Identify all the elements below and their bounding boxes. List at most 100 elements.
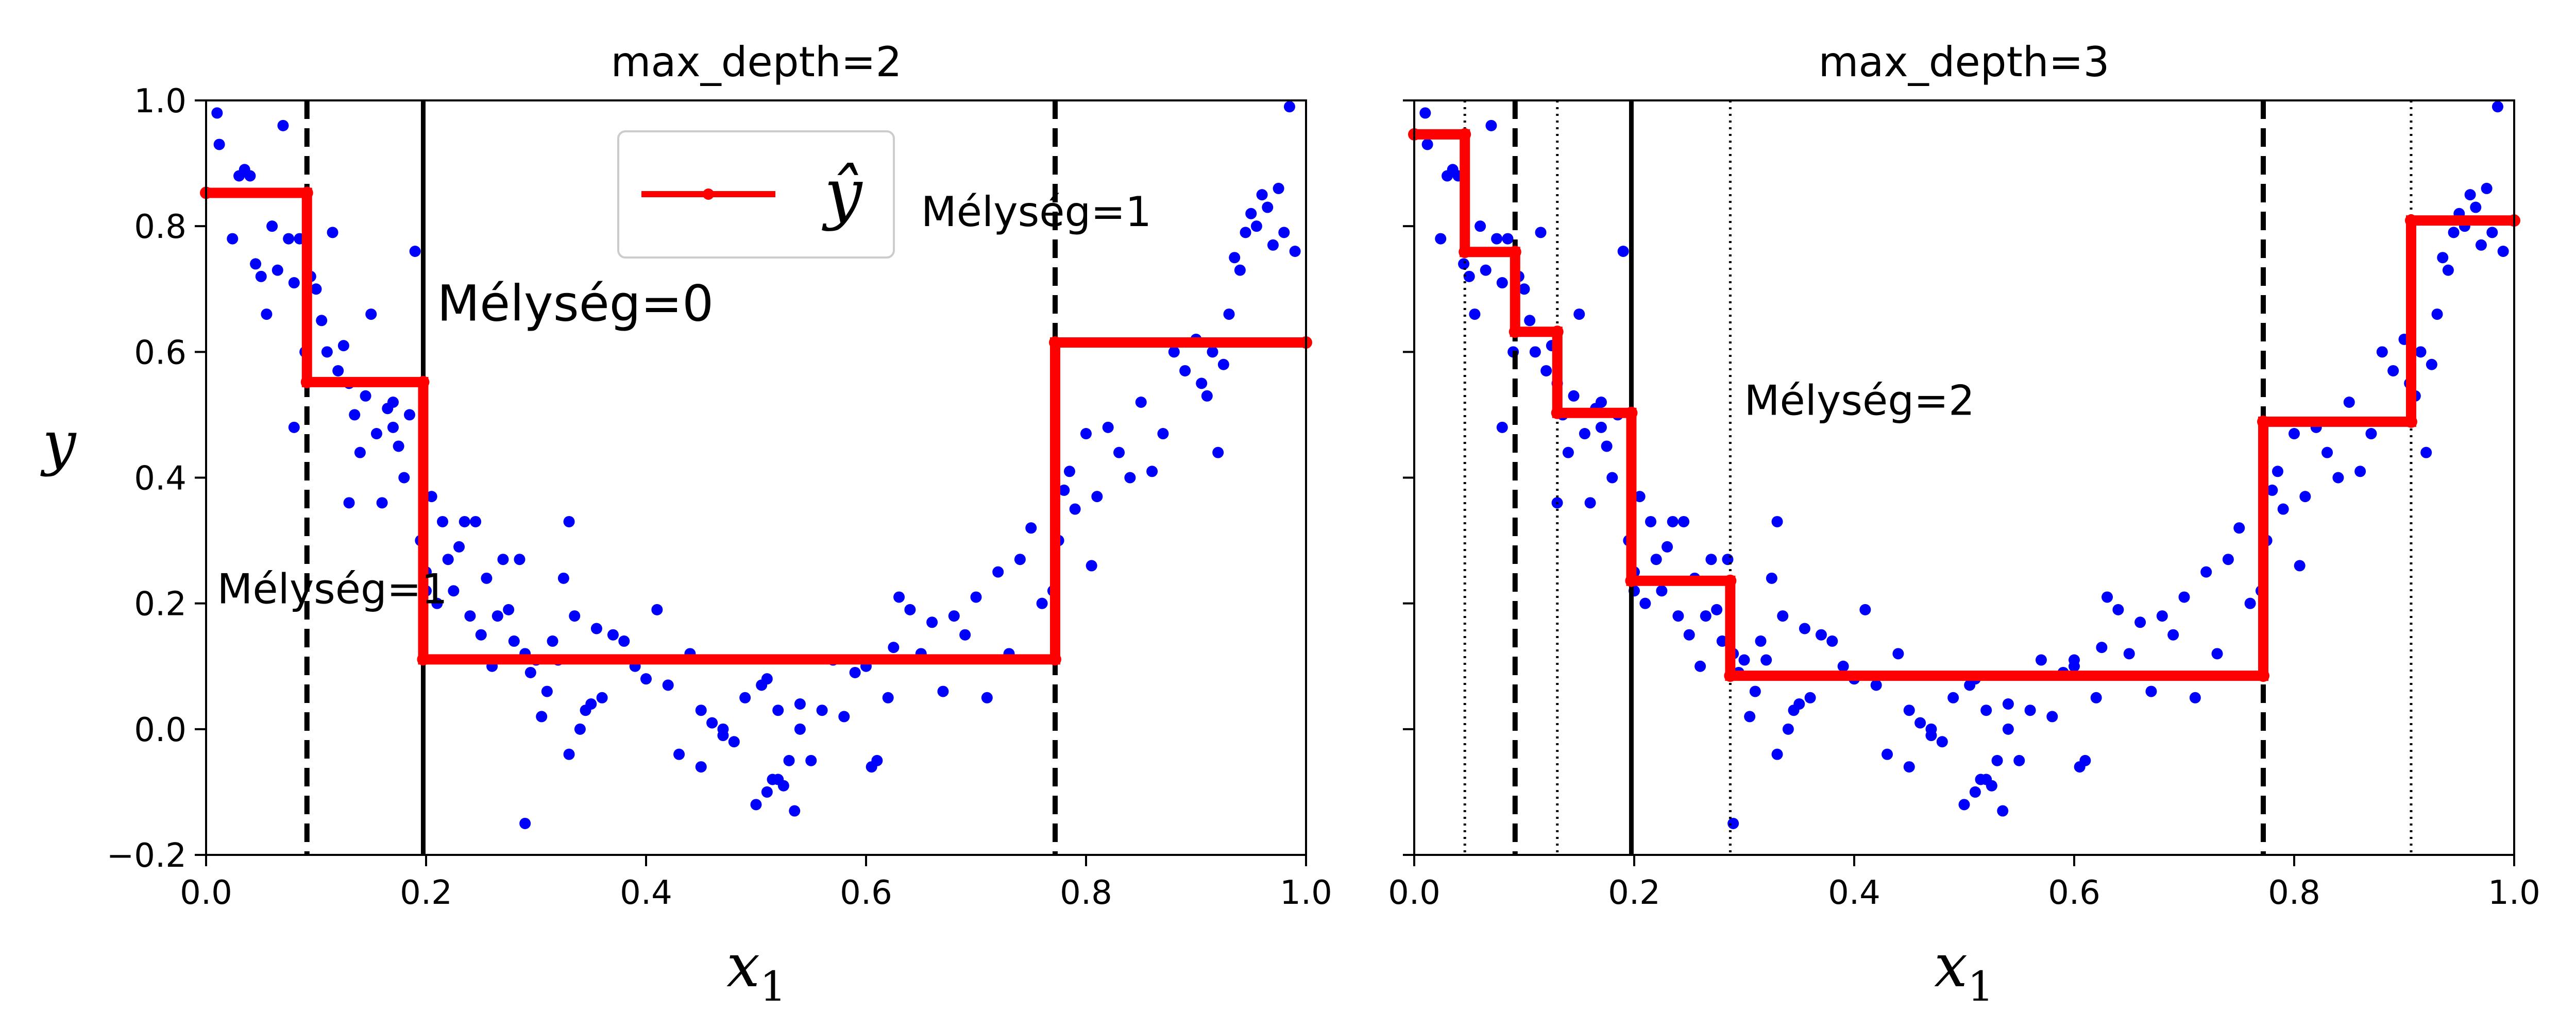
right-chart-data-point (2222, 554, 2234, 565)
left-chart-data-point (1157, 428, 1169, 440)
left-chart-data-point (640, 673, 652, 685)
right-chart-data-point (2002, 723, 2014, 735)
left-chart-data-point (470, 516, 482, 527)
right-chart-x-tick-label: 1.0 (2488, 874, 2540, 912)
left-chart-data-point (1135, 397, 1147, 408)
right-chart-axes: 0.0 0.2 0.4 0.6 0.8 1.0 (1388, 99, 2540, 912)
left-chart-data-point (1234, 264, 1246, 276)
left-chart-data-point (761, 673, 773, 685)
right-chart-data-point (1524, 315, 1536, 327)
left-chart-data-point (343, 497, 355, 509)
right-chart-data-point (1980, 774, 1992, 785)
left-chart-data-point (448, 585, 460, 597)
right-chart-data-point (2431, 308, 2443, 320)
left-chart-data-point (563, 748, 575, 760)
left-chart-data-point (459, 516, 470, 527)
left-chart-y-tick-label: 1.0 (134, 82, 187, 121)
right-chart-data-point (2442, 264, 2454, 276)
left-chart-prediction-marker (417, 653, 430, 666)
right-chart-data-point (2244, 597, 2256, 609)
left-chart-data-point (321, 346, 333, 358)
left-chart-data-point (398, 472, 410, 484)
right-chart-data-point (2272, 466, 2283, 477)
right-chart-data-point (2426, 358, 2437, 370)
left-chart-data-point (310, 283, 322, 295)
right-chart-data-point (1815, 629, 1827, 641)
left-chart-data-point (250, 258, 262, 270)
left-chart-data-point (948, 610, 960, 622)
right-chart-data-point (1705, 554, 1717, 565)
right-chart-data-point (2289, 428, 2300, 440)
right-chart-data-point (1738, 654, 1750, 666)
left-chart-data-point (772, 705, 784, 716)
left-chart-depth-annotation: Mélység=0 (437, 274, 714, 332)
right-chart-data-point (1667, 516, 1679, 527)
left-chart-y-tick-label: 0.0 (134, 711, 187, 749)
x-axis-label-subscript: 1 (1968, 963, 1994, 1010)
right-chart-data-point (1469, 308, 1481, 320)
right-chart-x-tick-label: 0.2 (1608, 874, 1660, 912)
left-chart-data-point (272, 264, 283, 276)
left-chart-x-tick-label: 1.0 (1280, 874, 1332, 912)
right-chart-data-point (1568, 390, 1580, 402)
left-chart-data-point (695, 761, 707, 773)
right-chart-data-point (2167, 629, 2179, 641)
left-chart-data-point (1229, 252, 1241, 264)
right-chart-prediction-marker (1509, 246, 1521, 259)
right-chart-data-point (1485, 119, 1497, 131)
left-chart-data-point (992, 566, 1004, 578)
right-chart-data-point (2475, 239, 2487, 251)
left-chart-data-point (536, 711, 548, 723)
left-chart-data-point (1146, 466, 1158, 477)
left-chart-data-point (1245, 208, 1257, 219)
right-chart-data-point (1491, 233, 1503, 245)
left-chart-data-point (673, 748, 685, 760)
left-chart-data-point (981, 692, 993, 703)
left-chart-data-point (266, 220, 278, 232)
right-chart-data-point (1435, 233, 1447, 245)
left-chart-data-point (261, 308, 273, 320)
left-chart-prediction-line (206, 187, 1306, 665)
right-chart-data-point (1419, 107, 1431, 119)
right-chart-data-point (1722, 554, 1734, 565)
left-chart-data-point (541, 685, 553, 697)
left-chart-y-tick-label: 0.6 (134, 334, 187, 372)
left-chart-data-point (1063, 466, 1075, 477)
left-chart-data-point (1080, 428, 1092, 440)
right-chart-data-point (2299, 491, 2311, 503)
left-chart-data-point (1278, 227, 1290, 238)
left-chart-data-point (926, 616, 938, 628)
left-chart-data-point (1058, 484, 1070, 496)
left-chart-depth-annotation: Mélység=1 (921, 188, 1151, 236)
left-chart-x-axis-label-text: x (726, 932, 760, 1001)
left-chart-title: max_depth=2 (611, 38, 902, 86)
right-chart-annotations: Mélység=2 (1744, 376, 1975, 424)
right-chart-prediction-marker (1625, 574, 1638, 587)
left-chart-data-point (227, 233, 239, 245)
right-chart-data-point (2420, 447, 2432, 458)
left-chart-data-point (349, 409, 361, 421)
right-chart-data-point (2415, 346, 2427, 358)
right-chart-data-point (1749, 685, 1761, 697)
left-chart-data-point (1014, 554, 1026, 565)
left-chart-data-point (563, 516, 575, 527)
right-chart-prediction-marker (2404, 214, 2417, 227)
left-chart-prediction-marker (300, 186, 313, 199)
right-chart-data-point (2102, 591, 2113, 603)
left-chart-axes: 0.0 0.2 0.4 0.6 0.8 1.0−0.20.00.20.40.60.81.0 (107, 82, 1332, 912)
right-chart-prediction-marker (1551, 325, 1564, 338)
right-chart-data-point (1606, 472, 1618, 484)
right-chart-data-point (2189, 692, 2201, 703)
right-chart-data-point (2266, 484, 2278, 496)
left-chart-data-point (590, 623, 602, 634)
left-chart-data-point (794, 723, 806, 735)
right-chart-data-point (1463, 270, 1475, 282)
right-chart-data-point (1903, 705, 1915, 716)
right-chart-data-point (2376, 346, 2388, 358)
left-chart-y-tick-label: 0.2 (134, 586, 187, 624)
right-chart-data-point (1535, 227, 1547, 238)
right-chart-data-point (2492, 101, 2503, 113)
left-chart-x-axis-label: x1 (726, 932, 786, 1010)
left-chart-prediction-marker (1049, 653, 1062, 666)
right-chart-x-axis-label: x1 (1934, 932, 1994, 1010)
